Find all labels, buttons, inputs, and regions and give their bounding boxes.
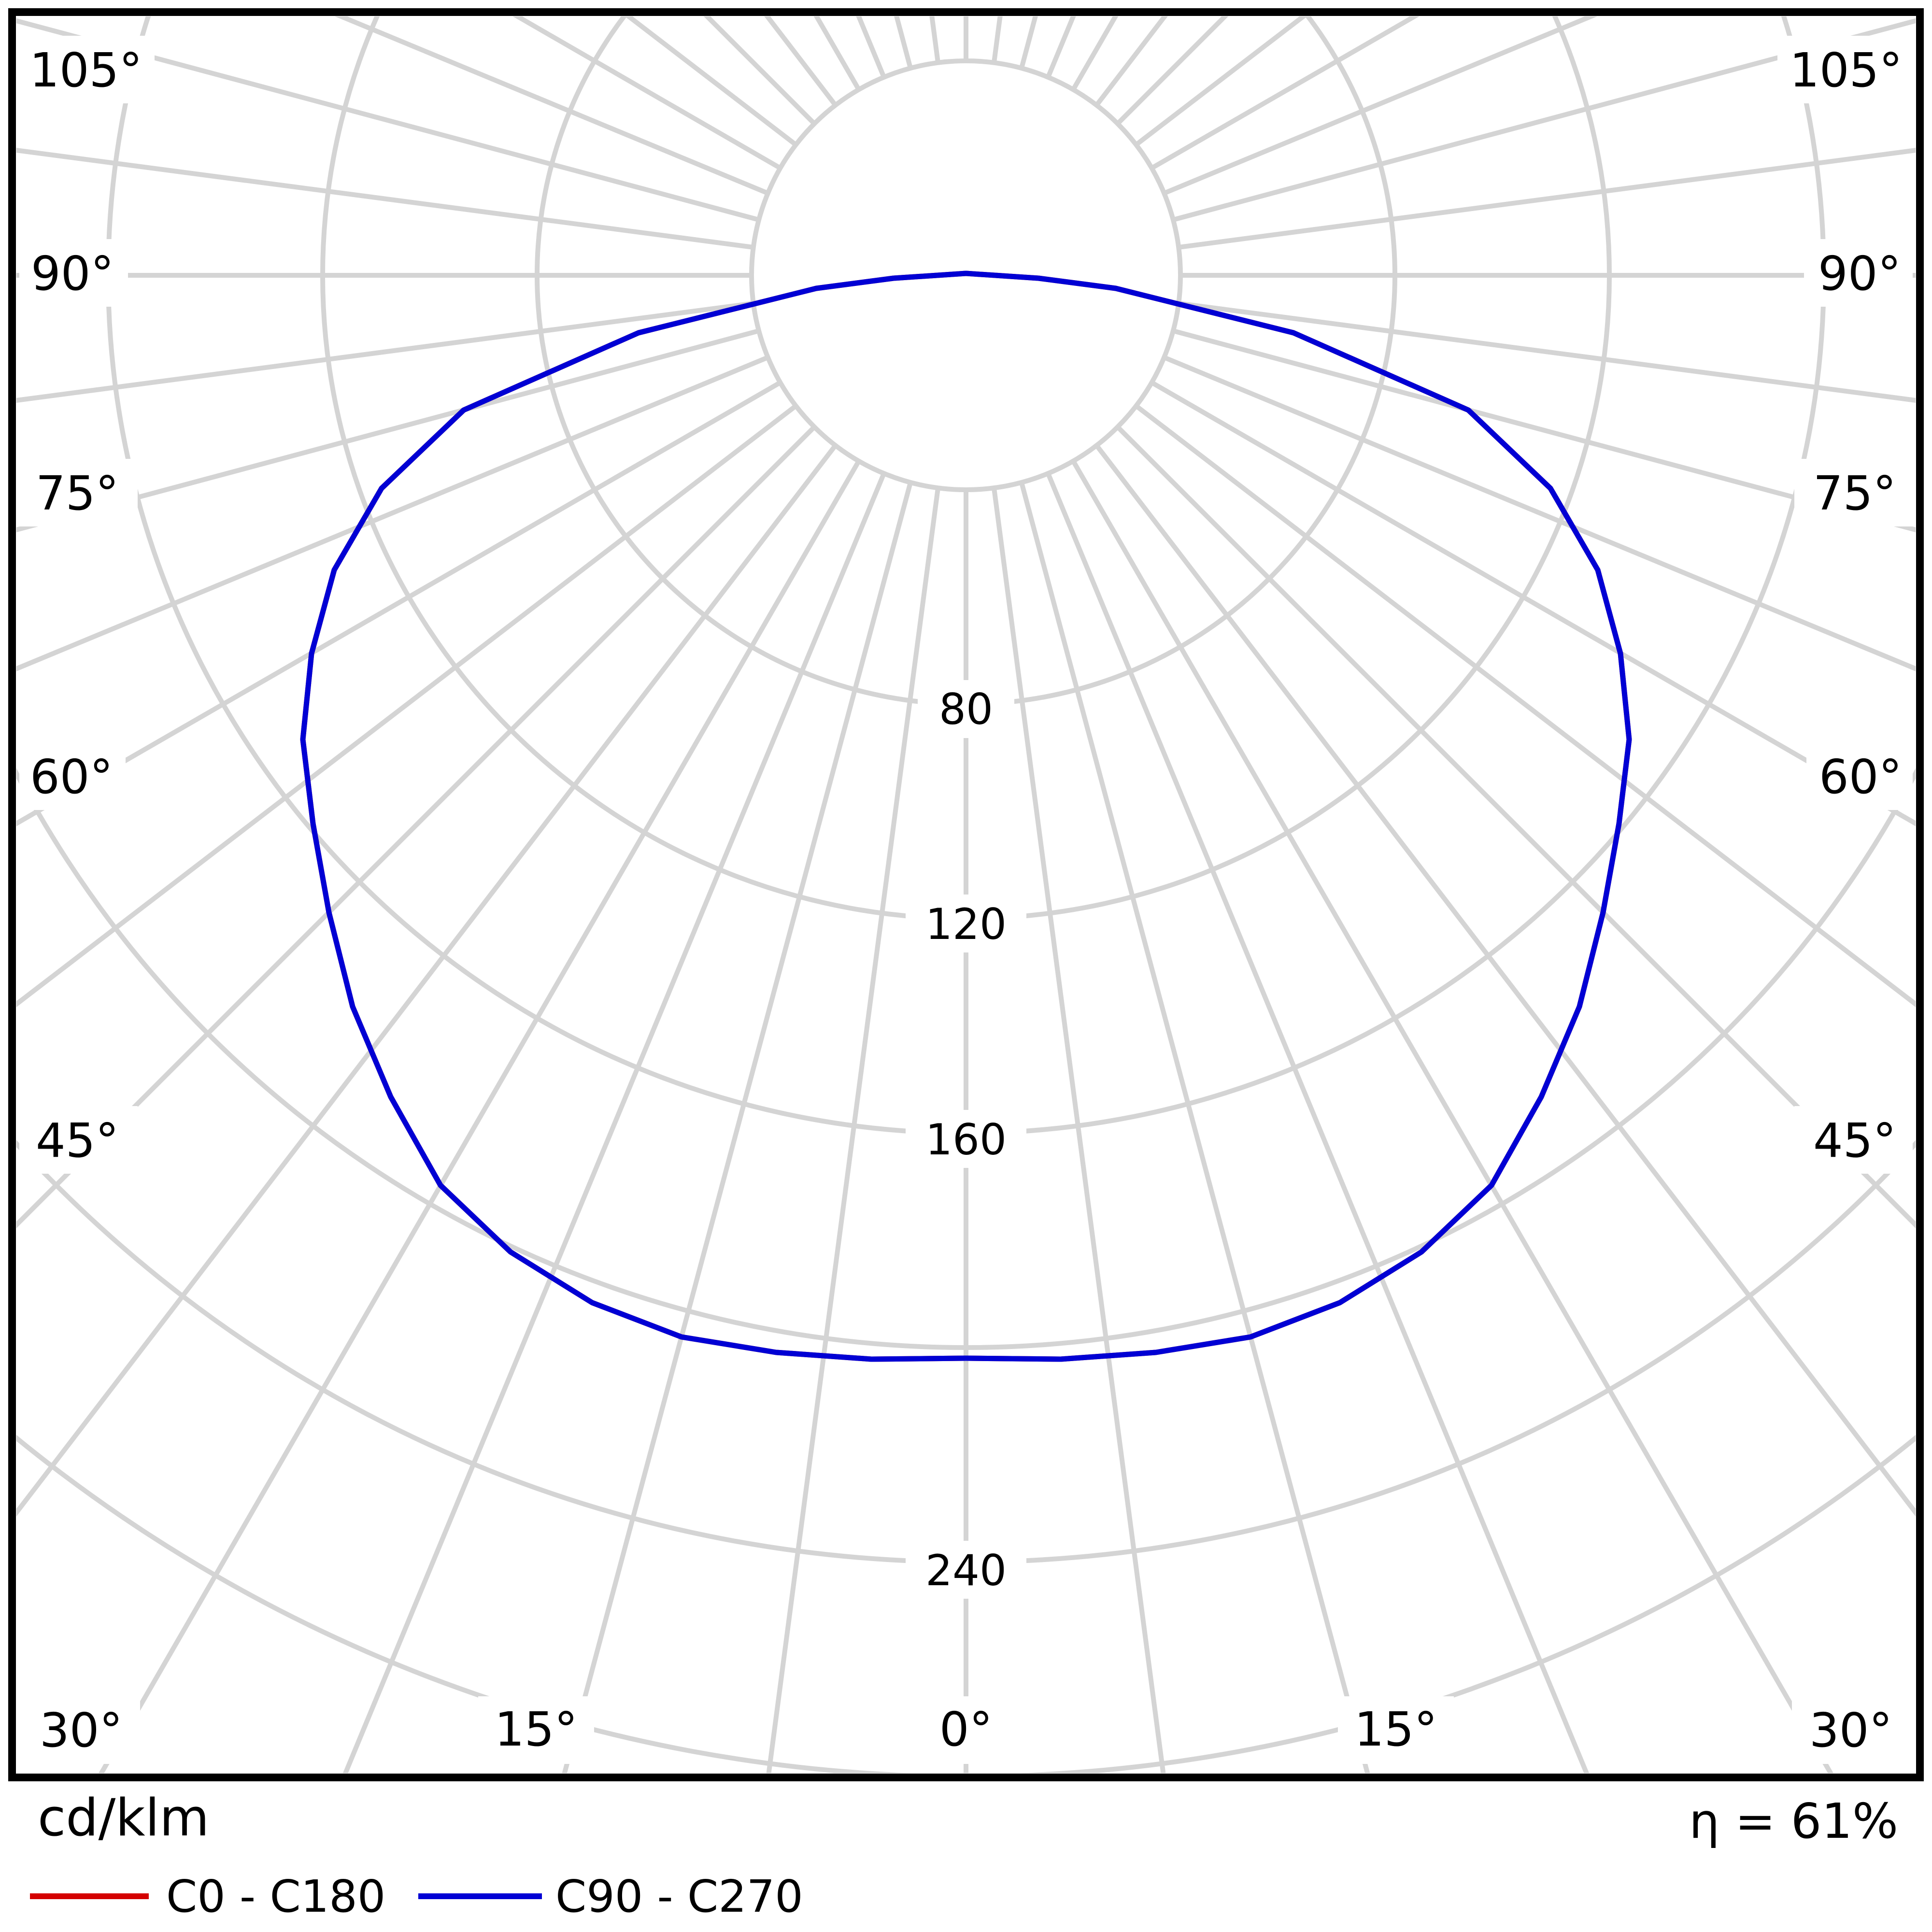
efficiency-label: η = 61% — [1689, 1793, 1898, 1849]
angle-label-right-60: 60° — [1819, 750, 1902, 804]
angle-labels-left: 105° 90° 75° 60° 45° — [29, 43, 142, 1168]
angle-label-left-45: 45° — [36, 1113, 119, 1168]
angle-label-left-90: 90° — [31, 246, 114, 301]
ring-label-240: 240 — [925, 1546, 1007, 1595]
legend: C0 - C180 C90 - C270 — [30, 1871, 803, 1922]
angle-label-bottom-right-15: 15° — [1354, 1702, 1437, 1757]
angle-label-right-105: 105° — [1790, 43, 1903, 98]
angle-label-bottom-left-30: 30° — [40, 1703, 123, 1758]
angle-label-bottom-0: 0° — [939, 1702, 993, 1757]
legend-label-c0-c180: C0 - C180 — [166, 1871, 385, 1922]
angle-labels-bottom: 30° 15° 0° 15° 30° — [40, 1702, 1892, 1758]
label-plates — [19, 36, 1913, 1764]
unit-label: cd/klm — [38, 1788, 209, 1847]
curve-c90-c270 — [300, 270, 1632, 1362]
angle-label-left-60: 60° — [30, 750, 113, 804]
angle-label-right-90: 90° — [1818, 246, 1901, 301]
ring-label-160: 160 — [925, 1115, 1007, 1165]
ring-value-labels: 80 120 160 240 — [925, 684, 1007, 1595]
ring-label-120: 120 — [925, 899, 1007, 949]
angle-label-left-105: 105° — [29, 43, 142, 98]
ring-label-80: 80 — [939, 684, 993, 734]
legend-label-c90-c270: C90 - C270 — [555, 1871, 803, 1922]
angle-label-right-75: 75° — [1813, 466, 1896, 521]
angle-label-right-45: 45° — [1813, 1113, 1896, 1168]
angle-label-left-75: 75° — [36, 466, 119, 521]
footer: cd/klm η = 61% C0 - C180 C90 - C270 — [30, 1788, 1898, 1922]
angle-labels-right: 105° 90° 75° 60° 45° — [1790, 43, 1903, 1168]
angle-label-bottom-left-15: 15° — [495, 1702, 578, 1757]
angle-label-bottom-right-30: 30° — [1809, 1703, 1892, 1758]
